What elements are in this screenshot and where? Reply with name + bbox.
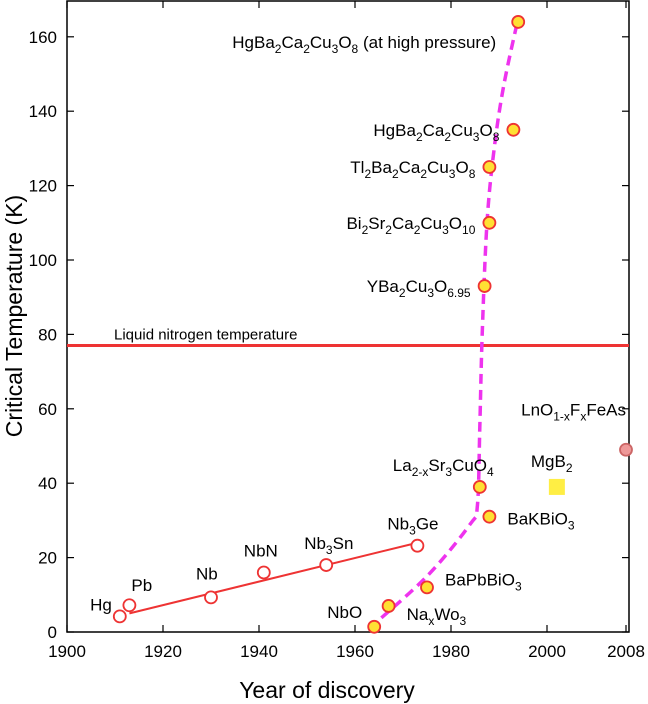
axes: 1900 1920 1940 1960 1980 2000 2008 0 20 40 60 80 100… (29, 1, 645, 661)
point-bi2sr2ca2cu3o10 (482, 215, 497, 230)
x-tick-label-2008: 2008 (607, 642, 645, 661)
point-lno1-xfxfeas (619, 442, 633, 457)
point-hgba2ca2cu3o8 (506, 122, 521, 137)
y-tick-label-140: 140 (29, 102, 57, 121)
label-pb: Pb (131, 576, 152, 595)
point-bapbbio3 (420, 580, 434, 595)
y-tick-label-60: 60 (38, 400, 57, 419)
label-nb3sn: Nb3Sn (304, 534, 353, 557)
label-tl2ba2ca2cu3o8: Tl2Ba2Ca2Cu3O8 (350, 158, 475, 181)
point-bakbio3 (482, 509, 497, 524)
label-la2-xsr3cuo4: La2-xSr3CuO4 (393, 456, 494, 479)
label-bi2sr2ca2cu3o10: Bi2Sr2Ca2Cu3O10 (346, 214, 475, 237)
point-nb3ge (410, 538, 425, 553)
y-tick-label-160: 160 (29, 28, 57, 47)
y-axis-title: Critical Temperature (K) (1, 195, 27, 437)
label-yba2cu3o6-95: YBa2Cu3O6.95 (367, 277, 471, 300)
y-tick-label-100: 100 (29, 251, 57, 270)
x-tick-label-1920: 1920 (144, 642, 182, 661)
label-lno1-xfxfeas: LnO1-xFxFeAs (521, 401, 626, 424)
label-hg: Hg (90, 595, 112, 614)
y-tick-label-20: 20 (38, 549, 57, 568)
x-tick-label-1980: 1980 (432, 642, 470, 661)
x-tick-label-1940: 1940 (240, 642, 278, 661)
point-pb (122, 598, 137, 613)
label-naxwo3: NaxWo3 (407, 605, 467, 628)
label-hgba2ca2cu3o8: HgBa2Ca2Cu3O8 (373, 121, 499, 144)
y-tick-label-40: 40 (38, 474, 57, 493)
point-yba2cu3o6-95 (477, 279, 492, 293)
y-tick-label-0: 0 (48, 623, 57, 642)
point-nbn (256, 565, 271, 580)
label-nbo: NbO (327, 603, 362, 622)
trend-line-2 (368, 17, 520, 630)
label-hgba2ca2cu3o8-at-high-pressure: HgBa2Ca2Cu3O8 (at high pressure) (232, 33, 496, 56)
label-nb: Nb (196, 564, 218, 583)
y-tick-label-80: 80 (38, 325, 57, 344)
x-tick-label-1900: 1900 (48, 642, 86, 661)
reference-line-group: Liquid nitrogen temperature (67, 327, 629, 348)
point-labels: Hg Pb Nb NbN Nb3Sn Nb3Ge NbO NaxWo3 BaPbBiO3 La2-… (90, 33, 626, 628)
data-points (112, 15, 633, 634)
point-nb3sn (319, 558, 334, 572)
point-la2-xsr3cuo4 (472, 480, 487, 494)
label-bakbio3: BaKBiO3 (507, 510, 574, 533)
y-tick-label-120: 120 (29, 177, 57, 196)
point-mgb2 (548, 478, 565, 495)
x-axis-title: Year of discovery (239, 677, 415, 703)
label-bapbbio3: BaPbBiO3 (445, 570, 522, 593)
plot-frame (66, 0, 630, 633)
point-nbo (367, 619, 382, 634)
x-tick-label-1960: 1960 (336, 642, 374, 661)
label-mgb2: MgB2 (531, 452, 573, 475)
point-tl2ba2ca2cu3o8 (482, 160, 497, 174)
x-tick-label-2000: 2000 (528, 642, 566, 661)
liquid-nitrogen-label: Liquid nitrogen temperature (114, 327, 297, 344)
trend-line-1 (129, 541, 418, 615)
point-hgba2ca2cu3o8-at-high-pressure (511, 15, 526, 29)
label-nb3ge: Nb3Ge (387, 515, 438, 538)
point-naxwo3 (381, 599, 396, 613)
trend-lines (129, 17, 520, 630)
point-nb (204, 590, 218, 605)
point-hg (112, 609, 127, 624)
label-nbn: NbN (244, 541, 278, 560)
